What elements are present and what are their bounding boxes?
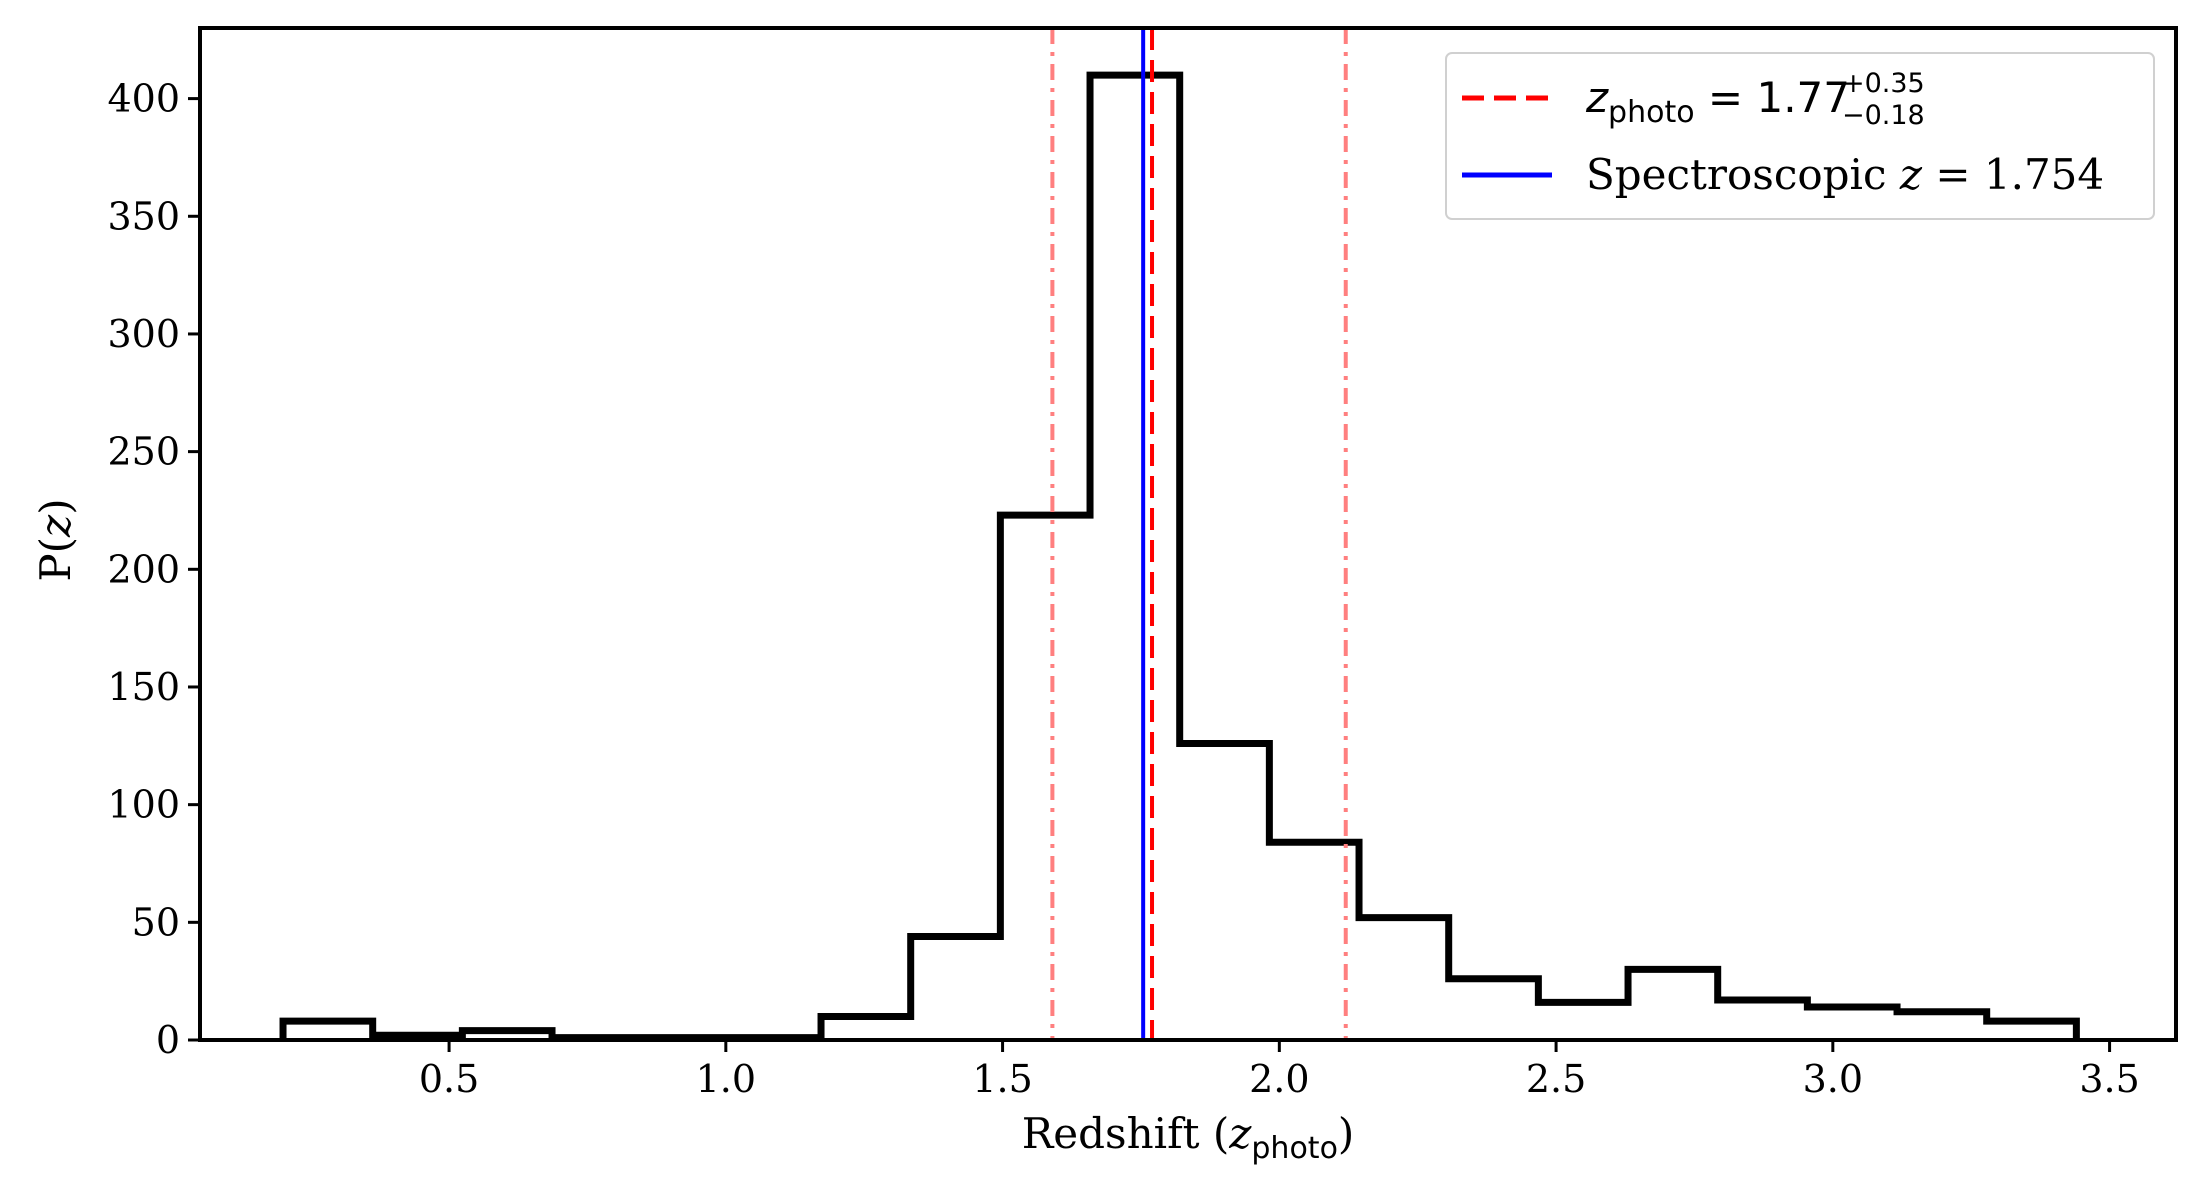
legend-zphoto-subscript: −0.18 bbox=[1842, 100, 1925, 131]
y-axis-label: P(z) bbox=[31, 498, 80, 581]
plot-frame bbox=[198, 26, 2178, 1042]
y-tick-label: 200 bbox=[107, 547, 180, 591]
y-axis-label-var: z bbox=[31, 514, 80, 538]
x-axis-ticks: 0.5 1.0 1.5 2.0 2.5 3.0 3.5 bbox=[419, 1040, 2140, 1101]
y-axis-ticks: 0 50 100 150 200 250 300 350 400 bbox=[107, 77, 200, 1062]
legend-zspec-text: Spectroscopic bbox=[1586, 150, 1900, 199]
legend-label-zspec: Spectroscopic z = 1.754 bbox=[1586, 150, 2104, 199]
x-axis-label-suffix: ) bbox=[1338, 1109, 1354, 1158]
x-tick-label: 1.0 bbox=[696, 1057, 756, 1101]
x-tick-label: 1.5 bbox=[972, 1057, 1032, 1101]
histogram-step-line bbox=[279, 71, 2080, 1042]
y-tick-label: 400 bbox=[107, 77, 180, 121]
y-tick-label: 350 bbox=[107, 194, 180, 238]
y-tick-label: 250 bbox=[107, 430, 180, 474]
y-tick-label: 50 bbox=[132, 900, 180, 944]
x-tick-label: 2.5 bbox=[1526, 1057, 1586, 1101]
x-tick-label: 3.5 bbox=[2079, 1057, 2139, 1101]
legend-box bbox=[1445, 52, 2155, 220]
y-tick-label: 300 bbox=[107, 312, 180, 356]
y-tick-label: 0 bbox=[156, 1018, 180, 1062]
legend-zphoto-sup: +0.35 bbox=[1842, 68, 1925, 99]
x-axis-label-var: z bbox=[1228, 1109, 1252, 1158]
legend-label-zphoto: zphoto = 1.77 bbox=[1585, 73, 1850, 130]
legend-zphoto-sub: photo bbox=[1608, 95, 1695, 130]
reference-lines bbox=[1050, 28, 1348, 1040]
legend-zphoto-eq: = 1.77 bbox=[1695, 73, 1850, 122]
y-axis-label-suffix: ) bbox=[31, 498, 80, 514]
x-axis-label: Redshift (zphoto) bbox=[1022, 1109, 1355, 1166]
x-tick-label: 0.5 bbox=[419, 1057, 479, 1101]
x-axis-label-prefix: Redshift ( bbox=[1022, 1109, 1230, 1158]
legend: zphoto = 1.77 +0.35 −0.18 Spectroscopic … bbox=[1445, 52, 2155, 220]
legend-zphoto-var: z bbox=[1585, 73, 1609, 122]
x-tick-label: 2.0 bbox=[1249, 1057, 1309, 1101]
legend-zspec-eq: = 1.754 bbox=[1922, 150, 2104, 199]
y-axis-label-prefix: P( bbox=[31, 537, 80, 582]
legend-zspec-var: z bbox=[1899, 150, 1923, 199]
x-tick-label: 3.0 bbox=[1803, 1057, 1863, 1101]
y-tick-label: 100 bbox=[107, 783, 180, 827]
x-axis-label-sub: photo bbox=[1251, 1131, 1338, 1166]
y-tick-label: 150 bbox=[107, 665, 180, 709]
